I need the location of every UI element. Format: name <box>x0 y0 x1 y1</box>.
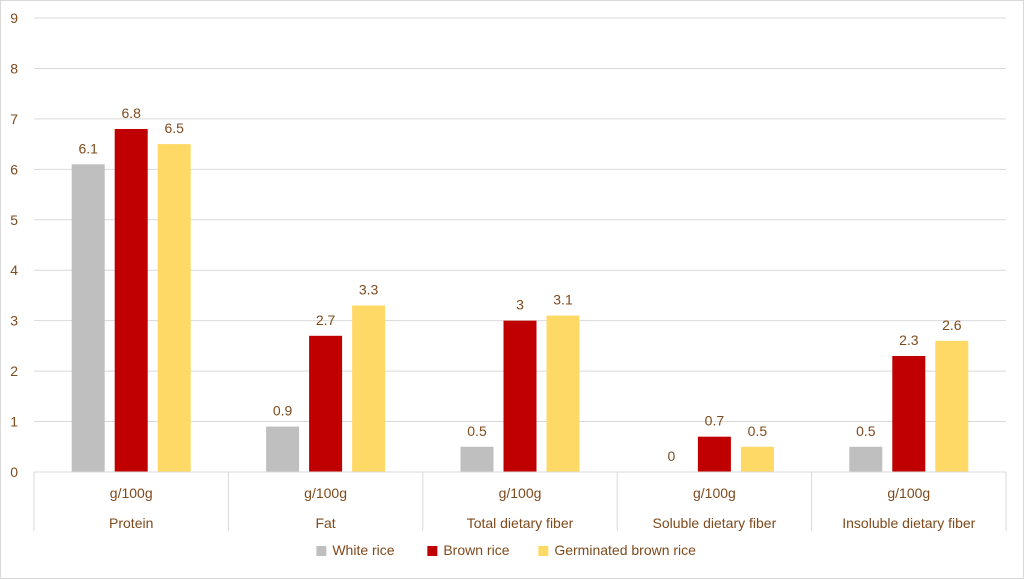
bar <box>740 446 774 472</box>
y-tick-label: 1 <box>10 414 18 430</box>
data-label: 0.5 <box>748 423 768 439</box>
category-label: Total dietary fiber <box>467 515 574 531</box>
bar <box>71 164 105 473</box>
bar <box>460 446 494 472</box>
y-tick-label: 8 <box>10 60 18 76</box>
legend-label: Germinated brown rice <box>554 542 696 558</box>
data-label: 0 <box>668 448 676 464</box>
x-axis: g/100g Protein g/100g Fat g/100g Total dietar… <box>33 471 1007 531</box>
category-label: Insoluble dietary fiber <box>842 515 975 531</box>
data-label: 6.8 <box>121 105 141 121</box>
bars <box>71 128 969 473</box>
data-label: 2.7 <box>316 312 336 328</box>
y-tick-label: 6 <box>10 161 18 177</box>
legend-swatch <box>538 546 549 556</box>
bar <box>309 335 343 472</box>
bar <box>697 436 731 472</box>
data-labels: 6.1 6.8 6.5 0.9 2.7 3.3 0.5 3 3.1 0 0.7 0.5 0.5 2.3 2.… <box>78 105 961 464</box>
bar <box>266 426 300 472</box>
legend-swatch <box>316 546 327 556</box>
y-tick-label: 5 <box>10 212 18 228</box>
data-label: 3.1 <box>553 292 573 308</box>
data-label: 3 <box>516 297 524 313</box>
category-unit-label: g/100g <box>110 485 153 501</box>
category-unit-label: g/100g <box>693 485 736 501</box>
bar <box>157 144 191 472</box>
bar <box>503 320 537 472</box>
bar <box>352 305 386 472</box>
data-label: 3.3 <box>359 282 379 298</box>
data-label: 6.5 <box>164 120 184 136</box>
data-label: 0.5 <box>856 423 876 439</box>
data-label: 2.3 <box>899 332 919 348</box>
y-tick-label: 2 <box>10 363 18 379</box>
data-label: 0.7 <box>705 413 725 429</box>
data-label: 6.1 <box>78 140 98 156</box>
y-axis: 0 1 2 3 4 5 6 7 8 9 <box>10 10 18 480</box>
y-tick-label: 7 <box>10 111 18 127</box>
category-label: Fat <box>315 515 335 531</box>
category-label: Protein <box>109 515 153 531</box>
legend: White rice Brown rice Germinated brown ric… <box>316 542 696 558</box>
legend-label: White rice <box>332 542 394 558</box>
y-tick-label: 0 <box>10 464 18 480</box>
bar <box>546 315 580 472</box>
category-unit-label: g/100g <box>499 485 542 501</box>
y-tick-label: 9 <box>10 10 18 26</box>
data-label: 2.6 <box>942 317 962 333</box>
y-tick-label: 3 <box>10 313 18 329</box>
category-unit-label: g/100g <box>887 485 930 501</box>
legend-swatch <box>427 546 438 556</box>
category-label: Soluble dietary fiber <box>653 515 777 531</box>
bar <box>892 355 926 472</box>
data-label: 0.9 <box>273 403 293 419</box>
y-tick-label: 4 <box>10 262 18 278</box>
bar <box>114 128 148 472</box>
bar <box>849 446 883 472</box>
bar <box>935 340 969 472</box>
data-label: 0.5 <box>467 423 487 439</box>
legend-label: Brown rice <box>443 542 509 558</box>
category-unit-label: g/100g <box>304 485 347 501</box>
